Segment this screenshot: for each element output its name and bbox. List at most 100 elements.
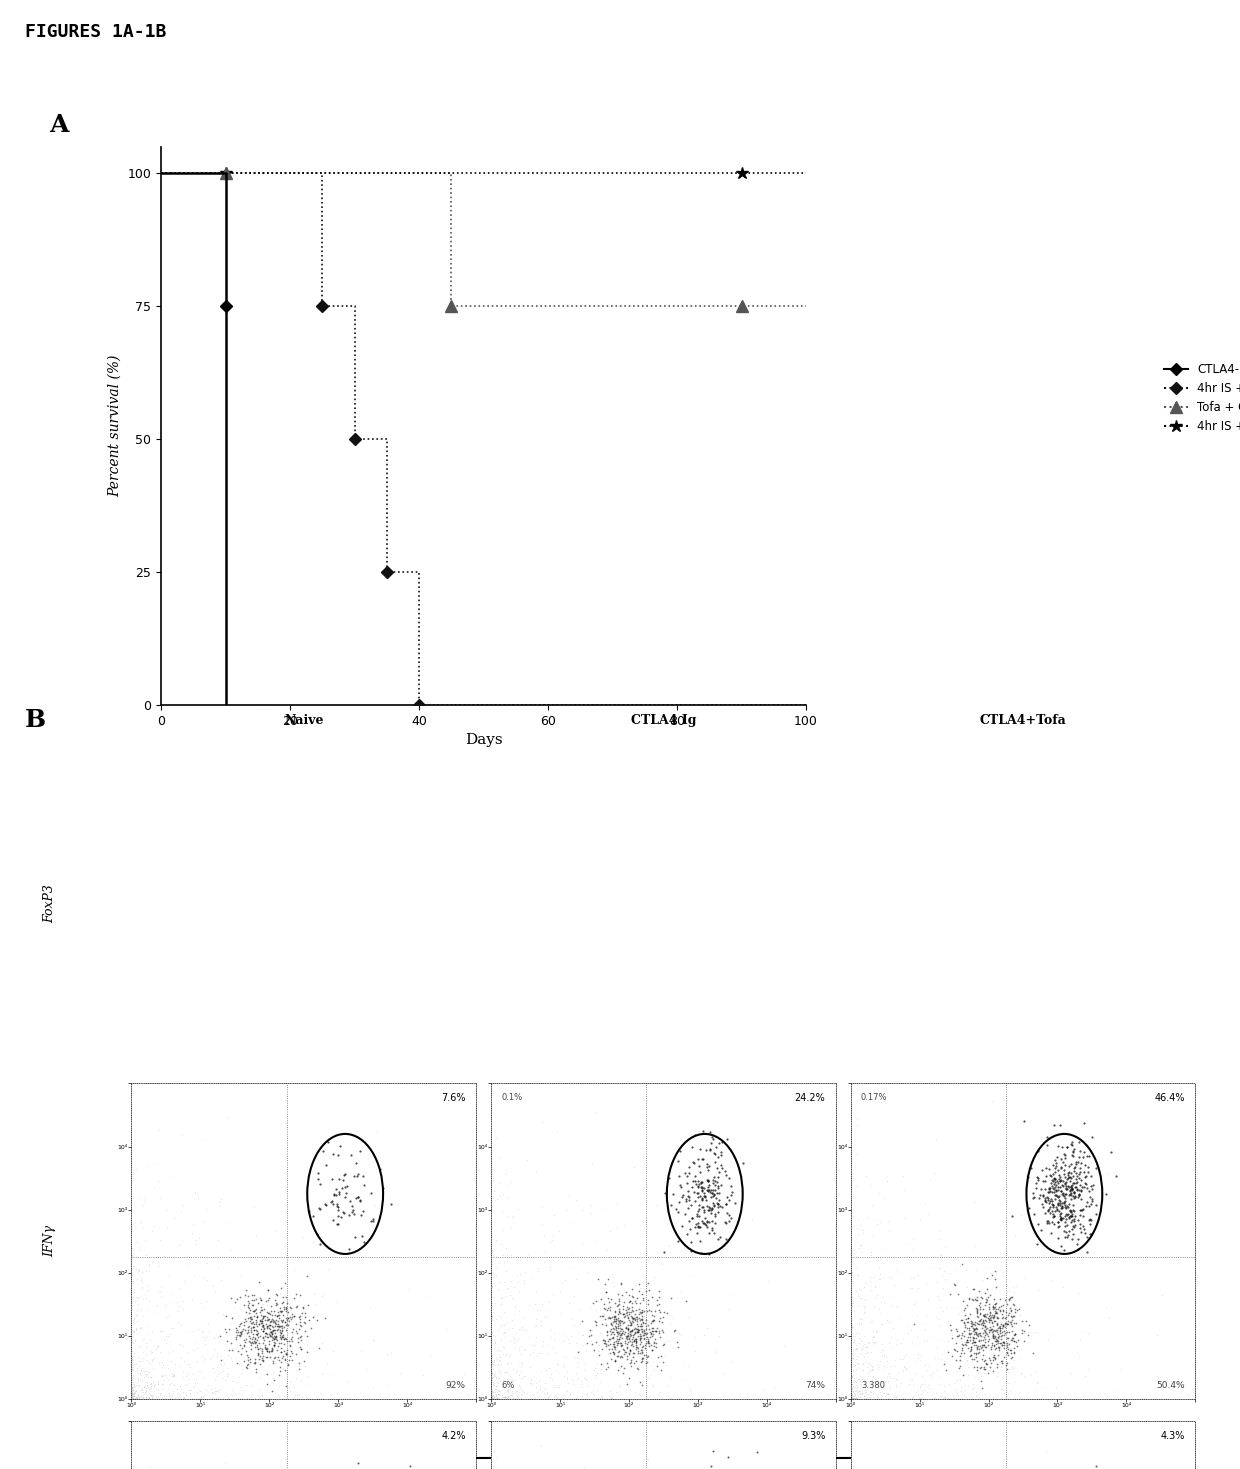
Point <box>703 1191 723 1215</box>
Point <box>976 1288 996 1312</box>
Point <box>967 1310 987 1334</box>
Point <box>1070 1199 1090 1222</box>
Point <box>578 1384 598 1407</box>
Point <box>253 1327 273 1350</box>
Point <box>1019 1196 1039 1219</box>
Point <box>481 1303 501 1327</box>
Point <box>272 1324 291 1347</box>
Point <box>143 1385 162 1409</box>
Point <box>703 1171 723 1194</box>
Point <box>1056 1225 1076 1249</box>
Point <box>624 1156 644 1180</box>
Point <box>990 1325 1009 1349</box>
Point <box>992 1351 1012 1375</box>
Point <box>570 1387 590 1410</box>
Point <box>262 1379 281 1403</box>
Point <box>232 1321 252 1344</box>
Point <box>577 1260 596 1284</box>
Point <box>991 1327 1011 1350</box>
Point <box>242 1316 262 1340</box>
Point <box>616 1344 636 1368</box>
Point <box>640 1332 660 1356</box>
Point <box>482 1387 502 1410</box>
Point <box>1039 1191 1059 1215</box>
Point <box>122 1382 141 1406</box>
Point <box>987 1306 1007 1329</box>
Point <box>249 1335 269 1359</box>
Point <box>614 1290 634 1313</box>
Point <box>627 1341 647 1365</box>
Point <box>164 1362 184 1385</box>
Point <box>482 1381 502 1404</box>
Point <box>1052 1387 1071 1410</box>
Point <box>972 1376 992 1400</box>
Point <box>569 1340 589 1363</box>
Point <box>1019 1313 1039 1337</box>
Point <box>841 1247 861 1271</box>
Point <box>123 1384 143 1407</box>
Point <box>489 1384 508 1407</box>
Point <box>842 1365 862 1388</box>
Point <box>1075 1365 1095 1388</box>
Point <box>481 1387 501 1410</box>
Point <box>270 1319 290 1343</box>
Point <box>254 1322 274 1346</box>
Point <box>485 1188 505 1212</box>
Point <box>967 1299 987 1322</box>
Point <box>609 1327 629 1350</box>
Point <box>959 1306 978 1329</box>
Point <box>140 1338 160 1362</box>
Point <box>133 1271 153 1294</box>
Point <box>166 1290 186 1313</box>
Point <box>608 1294 627 1318</box>
Point <box>526 1375 546 1398</box>
Point <box>138 1363 157 1387</box>
Point <box>1060 1200 1080 1224</box>
Point <box>626 1306 646 1329</box>
Point <box>172 1365 192 1388</box>
Point <box>614 1303 634 1327</box>
Point <box>1004 1300 1024 1324</box>
Point <box>843 1387 863 1410</box>
Point <box>136 1331 156 1354</box>
Point <box>285 1319 305 1343</box>
Point <box>249 1312 269 1335</box>
Point <box>257 1304 277 1328</box>
Point <box>842 1385 862 1409</box>
Point <box>481 1368 501 1391</box>
Point <box>484 1384 503 1407</box>
Point <box>136 1372 156 1396</box>
Point <box>842 1312 862 1335</box>
Point <box>968 1322 988 1346</box>
Point <box>982 1312 1002 1335</box>
Point <box>950 1387 970 1410</box>
Point <box>1045 1187 1065 1210</box>
Point <box>1075 1222 1095 1246</box>
Point <box>123 1376 143 1400</box>
Point <box>122 1347 141 1371</box>
Point <box>1045 1183 1065 1206</box>
Point <box>1053 1169 1073 1193</box>
Point <box>124 1374 144 1397</box>
Point <box>145 1302 165 1325</box>
Point <box>606 1191 626 1215</box>
Point <box>908 1343 928 1366</box>
Point <box>973 1304 993 1328</box>
Point <box>606 1307 626 1331</box>
Point <box>262 1300 281 1324</box>
Point <box>913 1378 932 1401</box>
Point <box>635 1299 655 1322</box>
Point <box>966 1332 986 1356</box>
Point <box>1044 1169 1064 1193</box>
Point <box>698 1197 718 1221</box>
Point <box>175 1372 195 1396</box>
Point <box>621 1313 641 1337</box>
Point <box>651 1357 671 1381</box>
Point <box>615 1321 635 1344</box>
Point <box>1068 1185 1087 1209</box>
Point <box>534 1304 554 1328</box>
Point <box>965 1331 985 1354</box>
Point <box>259 1332 279 1356</box>
Point <box>956 1334 976 1357</box>
Point <box>231 1285 250 1309</box>
